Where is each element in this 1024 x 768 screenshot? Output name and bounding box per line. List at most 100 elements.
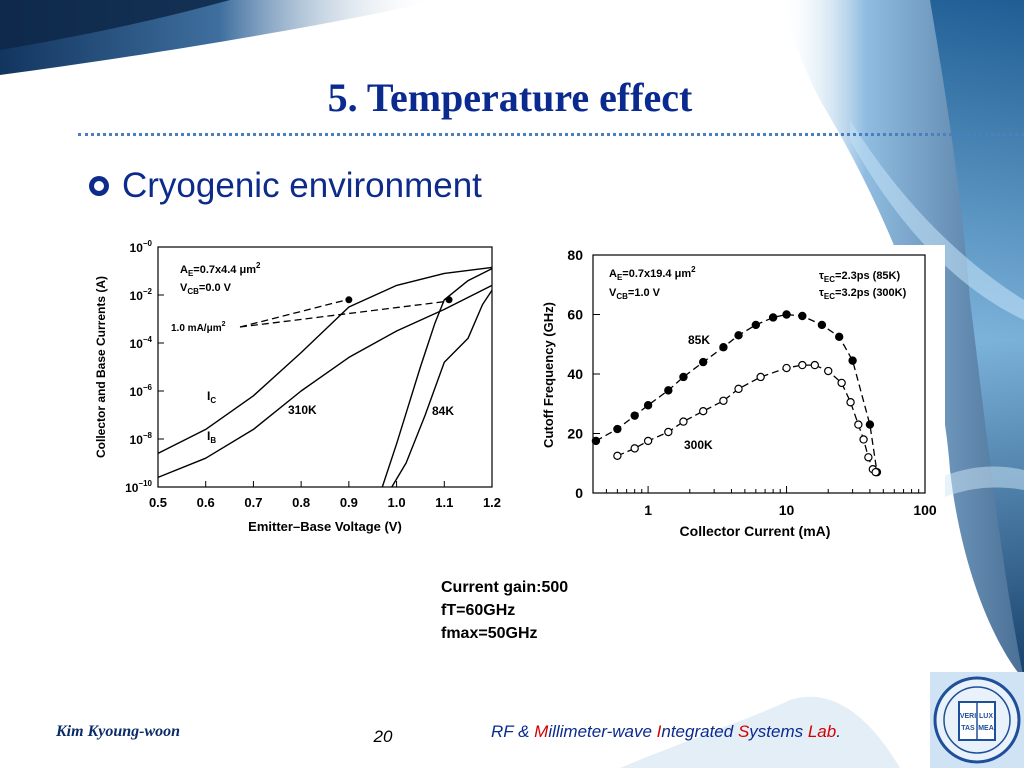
y-tick-label: 10−4 <box>130 335 153 351</box>
chart1-density-label: 1.0 mA/μm2 <box>171 321 226 334</box>
cutoff-frequency-chart: 1 10 100 0 20 40 60 80 Cutoff Frequency (GHz) C… <box>535 245 945 545</box>
y-tick-label: 60 <box>567 307 583 323</box>
chart2-tau85-label: τEC=2.3ps (85K) <box>819 270 900 284</box>
y-tick-label: 10−6 <box>130 383 153 399</box>
data-point <box>782 310 791 319</box>
lab-seg: I <box>656 722 662 741</box>
data-point <box>643 401 653 410</box>
data-point <box>865 420 875 429</box>
chart1-ae-label: AE=0.7x4.4 μm2 <box>180 261 261 278</box>
x-tick-label: 1.1 <box>435 495 453 510</box>
dashed-arrow <box>239 300 344 328</box>
x-tick-label: 0.8 <box>292 495 310 510</box>
x-tick-label: 0.6 <box>197 495 215 510</box>
data-point <box>734 331 743 340</box>
data-point <box>613 451 622 461</box>
data-point <box>719 396 728 405</box>
logo-text: LUX <box>979 713 993 720</box>
footer-author: Kim Kyoung-woon <box>56 723 181 740</box>
chart1-xlabel: Emitter–Base Voltage (V) <box>248 519 402 534</box>
series-line <box>391 289 493 488</box>
data-point <box>817 320 827 330</box>
note-current-gain: Current gain:500 <box>441 579 569 596</box>
x-tick-label: 10 <box>779 502 795 518</box>
top-wave-dark <box>0 0 230 50</box>
data-point <box>854 420 863 429</box>
data-point <box>630 411 639 420</box>
data-point <box>734 384 743 394</box>
chart2-85k-label: 85K <box>688 333 710 347</box>
bullet-icon <box>89 176 109 196</box>
data-point <box>679 372 688 382</box>
slide-title: 5. Temperature effect <box>327 75 693 120</box>
university-seal-logo: VERI LUX TAS MEA <box>930 672 1024 768</box>
data-point <box>643 436 653 446</box>
data-point <box>848 356 857 365</box>
chart2-tau300-label: τEC=3.2ps (300K) <box>819 287 907 301</box>
y-tick-label: 80 <box>567 247 583 263</box>
data-point <box>719 343 728 352</box>
data-point <box>679 417 688 426</box>
y-tick-label: 20 <box>567 426 583 442</box>
lab-seg: S <box>737 722 750 741</box>
series-line <box>381 267 493 488</box>
x-tick-label: 0.9 <box>340 495 358 510</box>
chart2-300k-label: 300K <box>684 438 713 452</box>
data-point <box>768 313 778 322</box>
title-divider <box>78 133 1024 136</box>
summary-notes: Current gain:500 fT=60GHz fmax=50GHz <box>441 576 568 645</box>
note-ft: fT=60GHz <box>441 602 516 619</box>
chart1-vcb-label: VCB=0.0 V <box>180 282 232 296</box>
reference-point <box>445 296 453 304</box>
series-line <box>157 284 493 479</box>
x-tick-label: 0.5 <box>149 495 167 510</box>
x-tick-label: 1.2 <box>483 495 501 510</box>
data-point <box>810 360 820 370</box>
chart1-frame <box>157 246 493 488</box>
bullet-text: Cryogenic environment <box>122 166 482 205</box>
data-point <box>630 444 639 453</box>
bullet-item: Cryogenic environment <box>88 164 482 208</box>
lab-seg: Lab <box>807 722 837 741</box>
data-point <box>613 424 622 434</box>
series-line <box>157 266 493 455</box>
logo-text: VERI <box>960 713 976 720</box>
y-tick-label: 0 <box>575 485 583 501</box>
x-tick-label: 1 <box>644 502 652 518</box>
data-point <box>834 332 844 342</box>
data-point <box>798 311 807 321</box>
lab-seg: RF & <box>491 722 535 741</box>
data-point <box>756 372 765 382</box>
light-streak <box>850 120 1024 320</box>
reference-point <box>345 296 353 304</box>
chart1-310k-label: 310K <box>288 403 317 417</box>
data-point <box>824 366 833 376</box>
footer-page-number: 20 <box>373 727 393 746</box>
chart2-ylabel: Cutoff Frequency (GHz) <box>541 302 556 448</box>
data-point <box>698 357 708 367</box>
light-streak-2 <box>880 466 1024 535</box>
lab-seg: . <box>836 722 841 741</box>
x-tick-label: 100 <box>913 502 937 518</box>
chart1-background <box>85 235 505 545</box>
bottom-wave <box>620 696 900 768</box>
chart2-background <box>535 245 945 545</box>
chart1-ylabel: Collector and Base Currents (A) <box>94 276 108 458</box>
data-point <box>698 406 708 416</box>
y-tick-label: 10−0 <box>130 239 153 255</box>
chart1-ib-label: IB <box>207 429 216 445</box>
data-point <box>871 467 880 477</box>
data-point <box>859 435 868 444</box>
data-point <box>664 386 673 395</box>
data-point <box>782 363 791 373</box>
data-point <box>664 427 673 437</box>
data-point <box>591 436 601 446</box>
lab-seg: M <box>534 722 549 741</box>
footer-lab-name: RF & Millimeter-wave Integrated Systems … <box>491 722 841 742</box>
logo-text: TAS <box>961 725 975 732</box>
current-vs-voltage-chart: 0.5 0.6 0.7 0.8 0.9 1.0 1.1 1.2 10−0 10−2 10−4 10−6… <box>85 235 505 545</box>
note-fmax: fmax=50GHz <box>441 625 538 642</box>
x-tick-label: 1.0 <box>388 495 406 510</box>
